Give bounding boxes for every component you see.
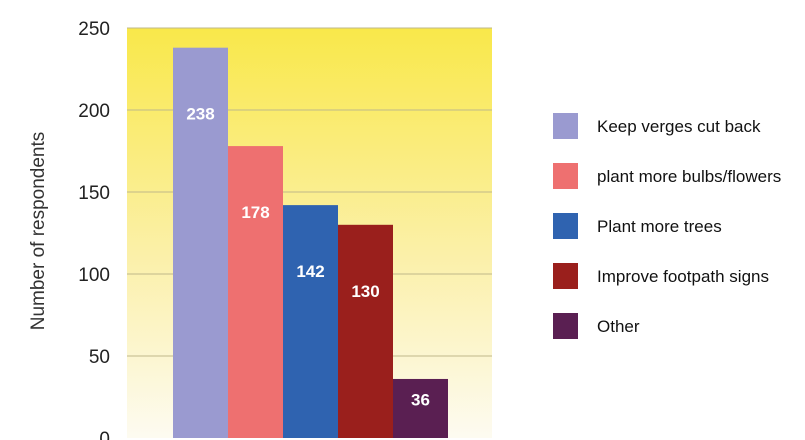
y-tick-label: 0 (99, 429, 110, 440)
data-label: 142 (296, 262, 324, 281)
data-label: 238 (186, 105, 214, 124)
y-tick-label: 50 (89, 347, 110, 368)
y-tick-label: 250 (78, 19, 110, 40)
legend-label: Other (597, 317, 640, 336)
y-axis-label: Number of respondents (28, 132, 49, 331)
legend-label: plant more bulbs/flowers (597, 167, 781, 186)
bar (338, 224, 393, 438)
y-tick-label: 200 (78, 101, 110, 122)
bar (228, 146, 283, 438)
data-label: 130 (351, 282, 379, 301)
bar (283, 205, 338, 438)
legend-swatch (553, 213, 578, 239)
legend-swatch (553, 263, 578, 289)
legend-swatch (553, 163, 578, 189)
bars (173, 47, 448, 439)
legend-swatch (553, 313, 578, 339)
data-label: 178 (241, 203, 269, 222)
legend-label: Improve footpath signs (597, 267, 769, 286)
legend-swatch (553, 113, 578, 139)
data-label: 36 (411, 391, 430, 410)
y-axis-ticks: 0 50 100 150 200 250 (78, 19, 110, 440)
legend-label: Keep verges cut back (597, 117, 761, 136)
bar (173, 47, 228, 439)
bar (393, 378, 448, 438)
data-labels: 238 178 142 130 36 (186, 105, 430, 410)
y-tick-label: 150 (78, 183, 110, 204)
legend: Keep verges cut back plant more bulbs/flo… (553, 113, 781, 339)
legend-label: Plant more trees (597, 217, 722, 236)
y-tick-label: 100 (78, 265, 110, 286)
